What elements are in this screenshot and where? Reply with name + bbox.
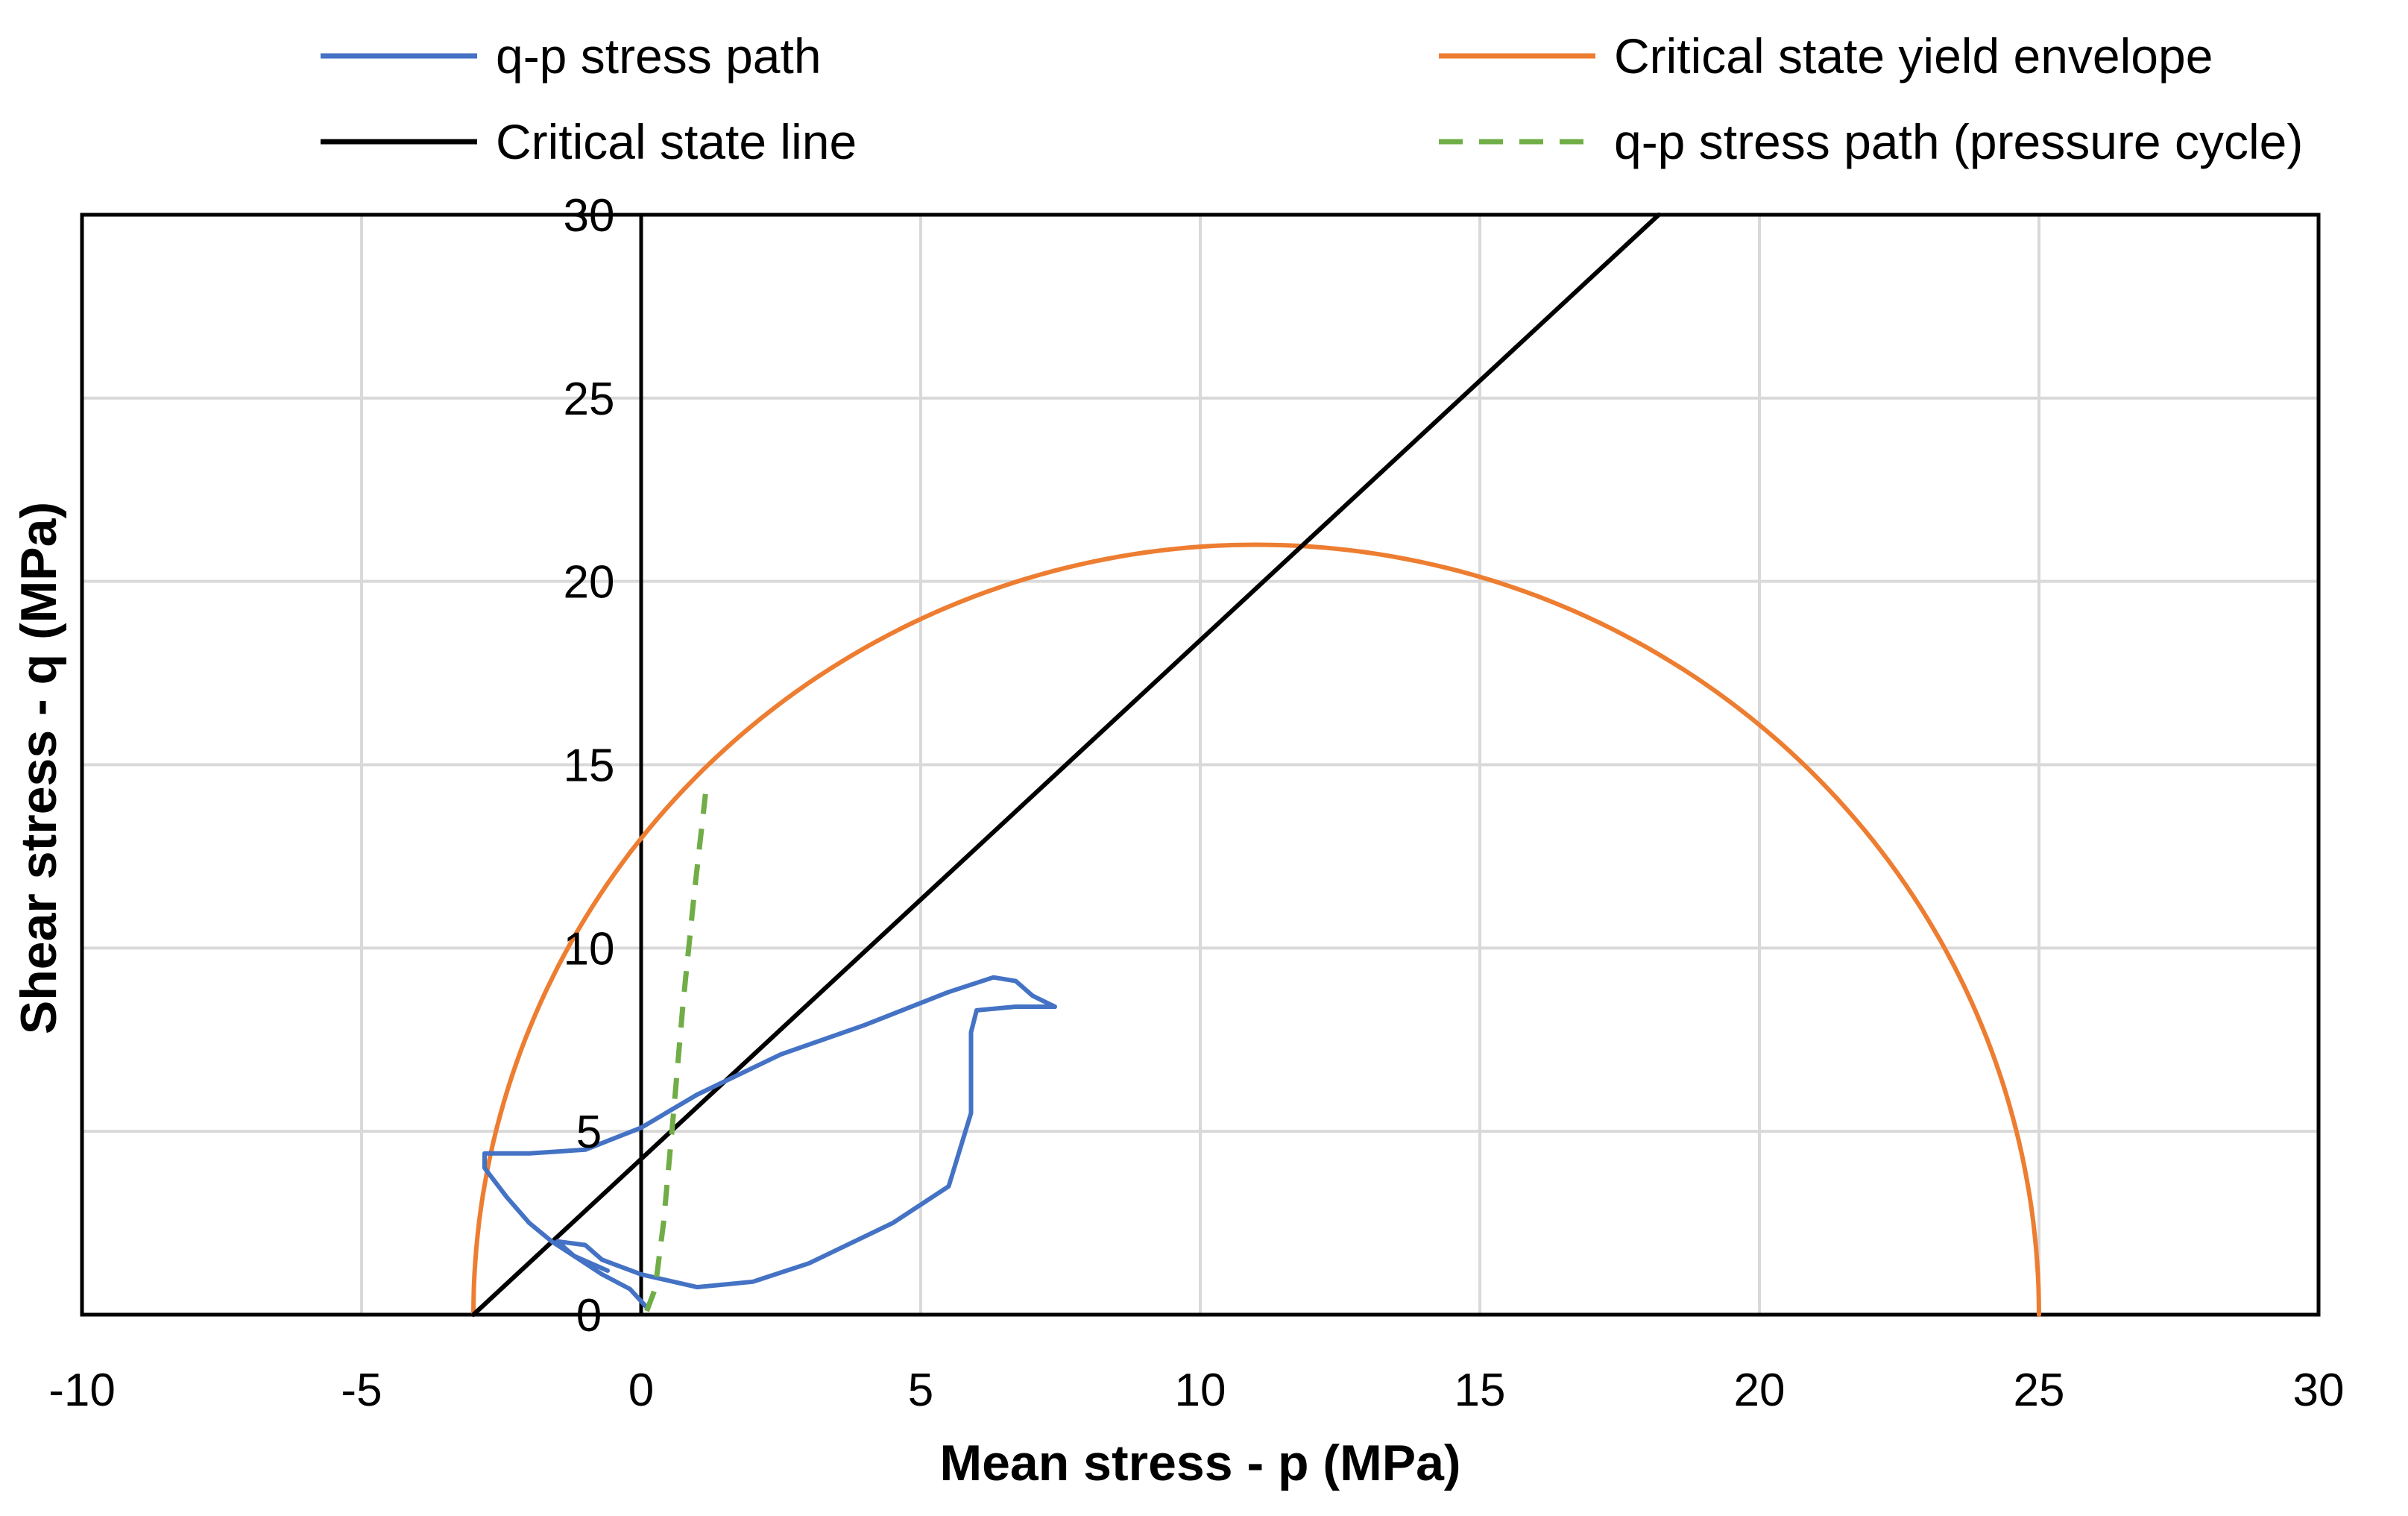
- y-tick-label: 15: [564, 740, 615, 792]
- legend: q-p stress path Critical state yield enve…: [321, 28, 2303, 169]
- x-tick-label: 10: [1175, 1365, 1226, 1416]
- x-tick-label: -5: [341, 1365, 382, 1416]
- legend-yield-envelope-label: Critical state yield envelope: [1614, 28, 2213, 84]
- x-tick-label: 15: [1454, 1365, 1506, 1416]
- x-tick-label: 0: [628, 1365, 654, 1416]
- legend-stress-path-label: q-p stress path: [496, 28, 822, 84]
- x-tick-label: 30: [2293, 1365, 2345, 1416]
- series-layer: [471, 213, 2041, 1317]
- x-tick-label: 5: [908, 1365, 933, 1416]
- stress-path-line: [482, 975, 1057, 1310]
- legend-pressure-cycle-label: q-p stress path (pressure cycle): [1614, 114, 2303, 169]
- x-tick-label: 25: [2014, 1365, 2065, 1416]
- y-axis-title: Shear stress - q (MPa): [10, 502, 67, 1034]
- y-tick-label: 5: [576, 1107, 602, 1158]
- x-tick-label: 20: [1734, 1365, 1785, 1416]
- y-tick-label: 20: [564, 557, 615, 608]
- yield-envelope-line: [471, 542, 2041, 1317]
- y-tick-label: 25: [564, 374, 615, 425]
- x-tick-label: -10: [48, 1365, 116, 1416]
- pressure-cycle-path-line: [644, 793, 708, 1312]
- plot-area-frame: [80, 213, 2321, 1317]
- legend-critical-state-line-label: Critical state line: [496, 114, 857, 169]
- y-tick-label: 0: [576, 1290, 602, 1342]
- y-tick-labels: 0 5 10 15 20 25 30: [564, 190, 615, 1342]
- y-tick-label: 30: [564, 190, 615, 242]
- y-tick-label: 10: [564, 923, 615, 975]
- x-tick-labels: -10 -5 0 5 10 15 20 25 30: [48, 1365, 2344, 1416]
- x-axis-title: Mean stress - p (MPa): [939, 1435, 1460, 1491]
